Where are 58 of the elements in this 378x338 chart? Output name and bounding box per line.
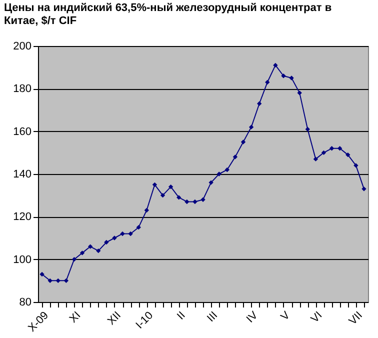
point — [240, 140, 246, 144]
x-tick-label: IV — [244, 309, 261, 326]
chart-title: Цены на индийский 63,5%-ный железорудный концентрат в Китае, $/т CIF — [4, 2, 332, 27]
point — [56, 278, 60, 284]
y-tick-label: 200 — [13, 40, 32, 52]
point — [232, 154, 238, 160]
point — [136, 224, 141, 230]
point — [305, 126, 310, 132]
point — [248, 124, 254, 130]
point — [281, 74, 286, 78]
point — [273, 62, 278, 68]
y-tick-label: 80 — [19, 296, 32, 308]
point — [256, 101, 262, 106]
point — [64, 278, 69, 284]
point — [176, 195, 182, 200]
point — [48, 278, 52, 284]
point — [216, 172, 222, 176]
point — [144, 208, 150, 213]
x-tick-label: XI — [67, 310, 84, 326]
y-tick-label: 140 — [13, 168, 32, 180]
point — [200, 197, 206, 202]
x-tick-label: I-10 — [134, 310, 156, 332]
point — [72, 256, 77, 262]
y-tick-label: 160 — [13, 126, 32, 138]
x-tick-label: II — [175, 310, 188, 322]
point — [265, 80, 270, 85]
point — [208, 180, 214, 185]
point — [321, 150, 326, 156]
point — [112, 236, 117, 240]
point — [120, 231, 125, 236]
point — [168, 184, 174, 190]
x-tick-label: VII — [346, 310, 365, 328]
point — [329, 146, 334, 151]
x-tick-label: XII — [105, 310, 124, 328]
point — [313, 156, 318, 162]
point — [152, 182, 158, 188]
y-tick-label: 100 — [13, 254, 32, 266]
point — [346, 152, 350, 158]
point — [289, 76, 294, 80]
point — [160, 192, 166, 198]
point — [192, 199, 198, 204]
point — [354, 163, 358, 168]
point — [80, 250, 85, 256]
x-tick-label: V — [278, 309, 293, 324]
point — [128, 231, 133, 236]
point — [88, 244, 93, 249]
x-tick-label: III — [205, 310, 220, 324]
point — [104, 240, 109, 245]
point — [40, 272, 44, 277]
point — [362, 186, 366, 192]
y-tick-label: 180 — [13, 83, 32, 96]
x-tick-label: VI — [308, 310, 325, 326]
point — [224, 167, 230, 172]
point — [297, 90, 302, 96]
point — [184, 199, 190, 204]
point — [337, 146, 342, 151]
point — [96, 248, 101, 254]
y-tick-label: 120 — [13, 211, 32, 224]
